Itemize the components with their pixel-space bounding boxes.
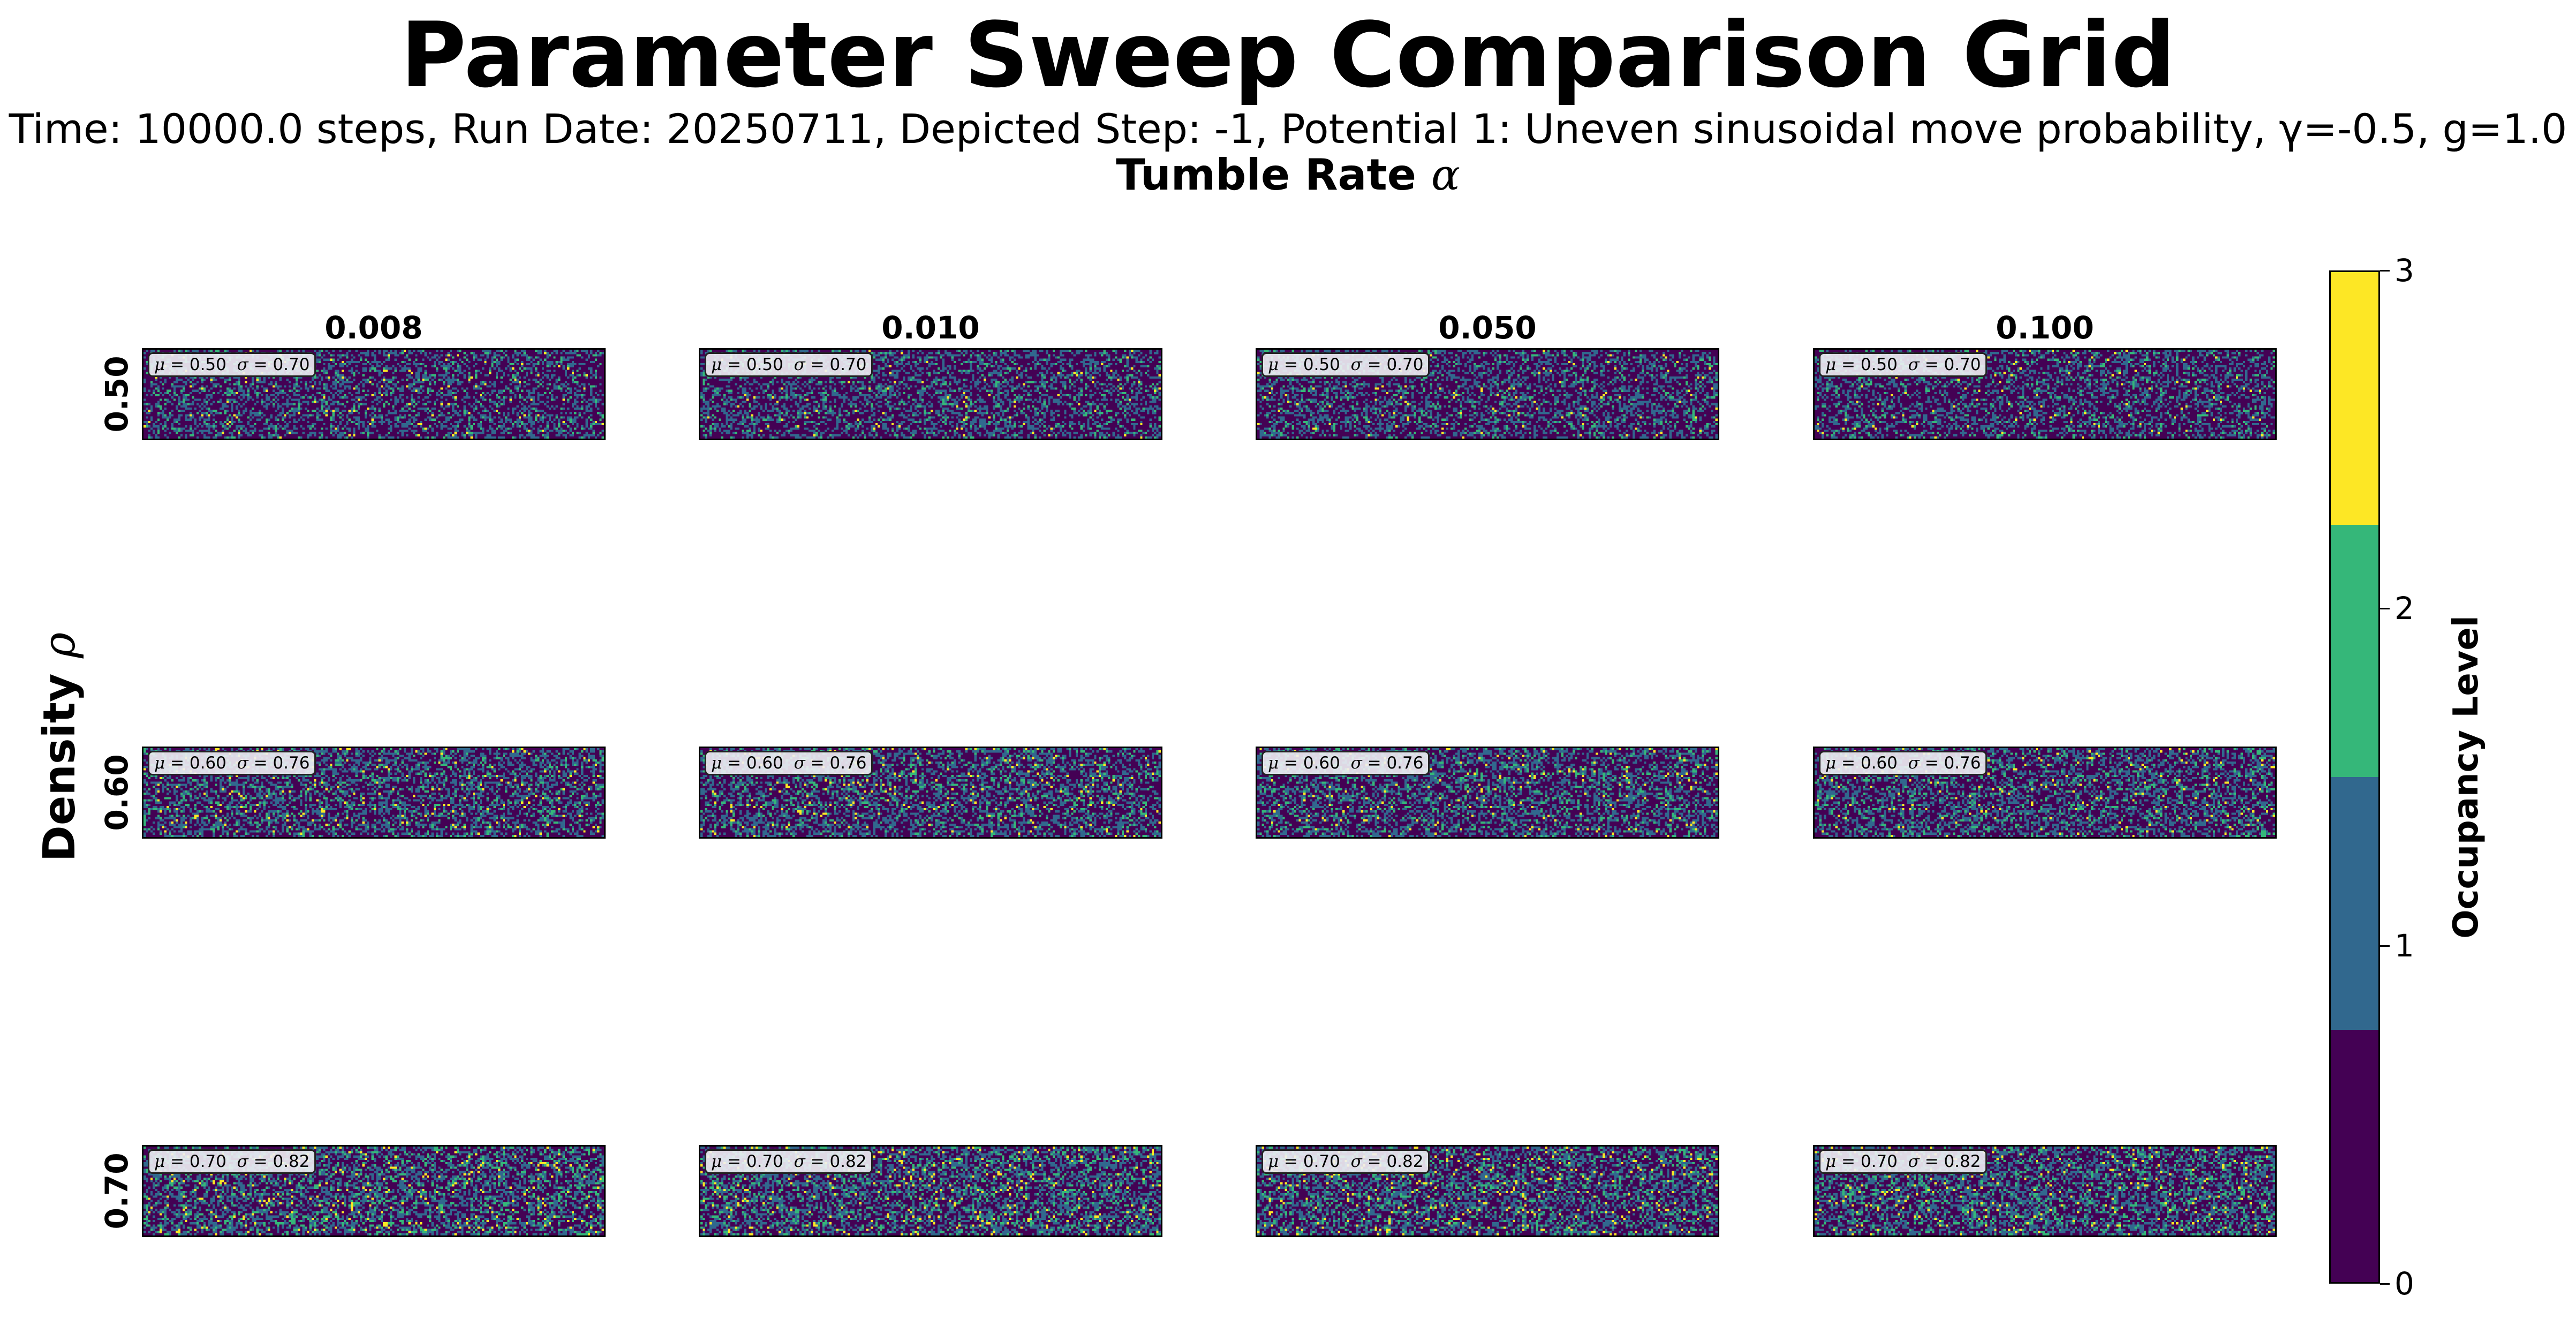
mu-value: 0.60 — [746, 753, 783, 773]
heatmap-panel: μ = 0.50 σ = 0.70 — [1813, 348, 2277, 440]
column-label: 0.008 — [324, 310, 423, 346]
colorbar-segment — [2331, 272, 2378, 525]
mu-value: 0.70 — [189, 1152, 226, 1171]
stat-annotation: μ = 0.50 σ = 0.70 — [1261, 352, 1430, 377]
mu-value: 0.60 — [1860, 753, 1898, 773]
y-axis-symbol: ρ — [34, 632, 85, 659]
stat-annotation: μ = 0.60 σ = 0.76 — [1261, 751, 1430, 775]
sigma-value: 0.70 — [1944, 355, 1981, 374]
sigma-value: 0.82 — [1944, 1152, 1981, 1171]
column-label: 0.010 — [881, 310, 980, 346]
colorbar-tick-label: 0 — [2394, 1265, 2414, 1302]
page-title: Parameter Sweep Comparison Grid — [400, 3, 2176, 108]
heatmap-panel: μ = 0.50 σ = 0.70 — [142, 348, 606, 440]
heatmap-panel: μ = 0.70 σ = 0.82 — [1813, 1145, 2277, 1237]
stat-annotation: μ = 0.50 σ = 0.70 — [148, 352, 316, 377]
colorbar-tick-label: 1 — [2394, 928, 2414, 964]
stat-annotation: μ = 0.70 σ = 0.82 — [148, 1149, 316, 1174]
mu-value: 0.50 — [1303, 355, 1340, 374]
column-label: 0.050 — [1438, 310, 1537, 346]
mu-value: 0.60 — [189, 753, 226, 773]
heatmap-panel: μ = 0.60 σ = 0.76 — [699, 747, 1162, 839]
sigma-value: 0.82 — [273, 1152, 310, 1171]
colorbar-tick — [2380, 270, 2390, 272]
sigma-value: 0.76 — [1386, 753, 1424, 773]
sigma-value: 0.70 — [273, 355, 310, 374]
sigma-value: 0.76 — [1944, 753, 1981, 773]
heatmap-panel: μ = 0.70 σ = 0.82 — [1256, 1145, 1719, 1237]
heatmap-panel: μ = 0.70 σ = 0.82 — [142, 1145, 606, 1237]
y-axis-title: Density ρ — [34, 632, 86, 862]
stat-annotation: μ = 0.70 σ = 0.82 — [705, 1149, 873, 1174]
mu-value: 0.70 — [1860, 1152, 1898, 1171]
stat-annotation: μ = 0.60 σ = 0.76 — [705, 751, 873, 775]
colorbar-segment — [2331, 777, 2378, 1030]
stat-annotation: μ = 0.60 σ = 0.76 — [1819, 751, 1988, 775]
mu-value: 0.50 — [746, 355, 783, 374]
colorbar-tick — [2380, 607, 2390, 609]
mu-value: 0.60 — [1303, 753, 1340, 773]
sigma-value: 0.76 — [829, 753, 867, 773]
sigma-value: 0.76 — [273, 753, 310, 773]
colorbar-tick — [2380, 945, 2390, 947]
colorbar-tick-label: 3 — [2394, 252, 2414, 289]
sigma-value: 0.82 — [829, 1152, 867, 1171]
column-label: 0.100 — [1996, 310, 2094, 346]
colorbar-label: Occupancy Level — [2446, 615, 2486, 939]
heatmap-panel: μ = 0.60 σ = 0.76 — [1256, 747, 1719, 839]
colorbar-segment — [2331, 524, 2378, 777]
x-axis-symbol: α — [1431, 150, 1460, 200]
stat-annotation: μ = 0.60 σ = 0.76 — [148, 751, 316, 775]
sigma-value: 0.70 — [829, 355, 867, 374]
mu-value: 0.70 — [1303, 1152, 1340, 1171]
colorbar — [2329, 270, 2380, 1284]
row-label: 0.60 — [99, 754, 135, 831]
heatmap-panel: μ = 0.50 σ = 0.70 — [1256, 348, 1719, 440]
y-axis-label: Density — [34, 673, 85, 862]
row-label: 0.70 — [99, 1152, 135, 1230]
colorbar-tick — [2380, 1283, 2390, 1285]
stat-annotation: μ = 0.70 σ = 0.82 — [1261, 1149, 1430, 1174]
heatmap-panel: μ = 0.70 σ = 0.82 — [699, 1145, 1162, 1237]
mu-value: 0.50 — [189, 355, 226, 374]
sigma-value: 0.70 — [1386, 355, 1424, 374]
heatmap-panel: μ = 0.50 σ = 0.70 — [699, 348, 1162, 440]
heatmap-panel: μ = 0.60 σ = 0.76 — [142, 747, 606, 839]
colorbar-tick-label: 2 — [2394, 590, 2414, 627]
sigma-value: 0.82 — [1386, 1152, 1424, 1171]
stat-annotation: μ = 0.50 σ = 0.70 — [705, 352, 873, 377]
heatmap-panel: μ = 0.60 σ = 0.76 — [1813, 747, 2277, 839]
row-label: 0.50 — [99, 356, 135, 433]
stat-annotation: μ = 0.50 σ = 0.70 — [1819, 352, 1988, 377]
x-axis-title: Tumble Rate α — [0, 150, 2576, 200]
page-subtitle: Time: 10000.0 steps, Run Date: 20250711,… — [9, 105, 2567, 153]
x-axis-label: Tumble Rate — [1116, 150, 1417, 200]
stat-annotation: μ = 0.70 σ = 0.82 — [1819, 1149, 1988, 1174]
colorbar-segment — [2331, 1029, 2378, 1282]
mu-value: 0.70 — [746, 1152, 783, 1171]
mu-value: 0.50 — [1860, 355, 1898, 374]
